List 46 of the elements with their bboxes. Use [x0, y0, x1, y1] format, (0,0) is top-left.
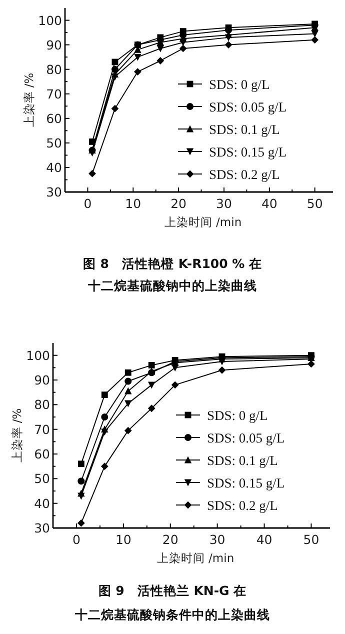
legend-label: SDS: 0 g/L [207, 408, 268, 423]
legend-label: SDS: 0.15 g/L [209, 144, 287, 160]
y-tick-label: 100 [26, 348, 50, 363]
y-axis-title: 上染率 /% [22, 72, 36, 128]
text: 十二烷基硫酸钠中的上染曲线 [87, 278, 257, 293]
x-tick-label: 0 [84, 196, 92, 211]
y-axis-title: 上染率 /% [10, 408, 24, 463]
y-tick-label: 60 [46, 110, 62, 126]
x-tick-label: 50 [306, 196, 323, 211]
legend-label: SDS: 0.2 g/L [209, 167, 280, 182]
legend-label: SDS: 0.15 g/L [207, 476, 285, 490]
caption: 图 9 活性艳兰 KN-G 在 [98, 583, 247, 598]
y-tick-label: 60 [34, 446, 50, 462]
x-tick-label: 20 [162, 532, 178, 547]
text: 十二烷基硫酸钠条件中的上染曲线 [74, 607, 270, 622]
x-tick-label: 30 [209, 532, 226, 547]
y-tick-label: 70 [34, 422, 50, 437]
caption: 图 8 活性艳橙 K-R100 % 在 [82, 256, 262, 271]
legend-label: SDS: 0.1 g/L [207, 453, 278, 468]
x-tick-label: 50 [303, 532, 320, 547]
y-tick-label: 40 [34, 496, 50, 511]
y-tick-label: 50 [34, 471, 50, 486]
x-tick-label: 0 [72, 532, 80, 547]
x-axis-title: 上染时间 /min [156, 551, 234, 565]
legend-label: SDS: 0.2 g/L [207, 498, 278, 513]
legend-label: SDS: 0 g/L [209, 77, 270, 92]
y-tick-label: 90 [46, 37, 62, 52]
x-tick-label: 10 [125, 196, 142, 211]
x-tick-label: 40 [256, 532, 272, 547]
legend-label: SDS: 0.05 g/L [209, 100, 287, 114]
legend-label: SDS: 0.1 g/L [209, 122, 280, 137]
y-tick-label: 40 [46, 160, 62, 175]
x-tick-label: 30 [216, 196, 232, 211]
y-tick-label: 30 [34, 520, 50, 536]
y-tick-label: 70 [46, 86, 62, 102]
legend-label: SDS: 0.05 g/L [207, 430, 285, 446]
y-tick-label: 80 [34, 397, 50, 412]
y-tick-label: 90 [34, 372, 50, 388]
x-tick-label: 40 [261, 196, 278, 211]
y-tick-label: 30 [46, 184, 62, 200]
y-tick-label: 80 [46, 62, 62, 77]
x-axis-title: 上染时间 /min [164, 215, 242, 229]
y-tick-label: 50 [46, 135, 62, 150]
x-tick-label: 20 [170, 196, 187, 211]
y-tick-label: 100 [38, 12, 62, 28]
x-tick-label: 10 [115, 532, 132, 547]
